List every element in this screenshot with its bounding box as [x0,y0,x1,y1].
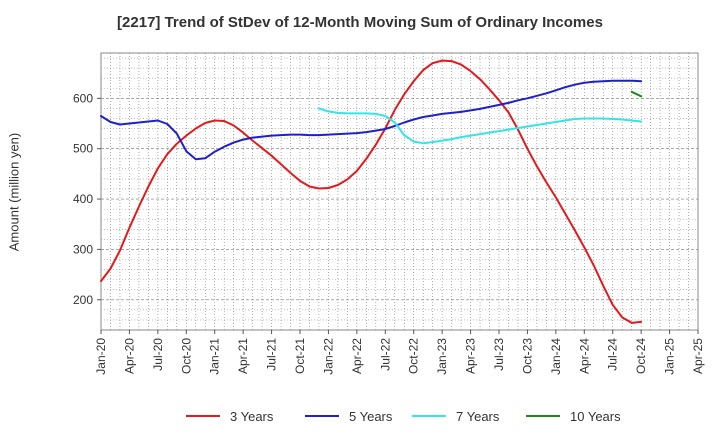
legend-swatch [305,415,339,417]
legend-swatch [186,415,220,417]
legend-label: 5 Years [349,408,393,424]
x-tick-label: Apr-25 [691,338,705,374]
x-tick-label: Jan-25 [663,338,677,375]
x-tick-label: Jul-20 [151,338,165,371]
series-line-10-years [630,90,643,98]
x-tick-label: Oct-21 [293,338,307,374]
x-tick-label: Oct-23 [520,338,534,374]
x-tick-label: Apr-20 [122,338,136,374]
legend-swatch [526,415,560,417]
x-tick-label: Apr-24 [577,338,591,374]
x-tick-label: Jul-24 [606,338,620,371]
legend-label: 10 Years [570,408,621,424]
legend-label: 7 Years [456,408,500,424]
legend-item-3-years: 3 Years [186,406,273,426]
x-tick-label: Oct-22 [407,338,421,374]
series-line-7-years [318,107,643,145]
legend-item-7-years: 7 Years [412,406,499,426]
x-tick-label: Apr-22 [350,338,364,374]
y-tick-label: 300 [73,242,93,256]
chart-legend: 3 Years 5 Years 7 Years 10 Years [0,406,720,426]
x-tick-label: Apr-21 [236,338,250,374]
x-tick-label: Jan-21 [208,338,222,375]
series-line-3-years [100,59,643,324]
legend-label: 3 Years [230,408,274,424]
x-tick-label: Jan-22 [321,338,335,375]
chart-title: [2217] Trend of StDev of 12-Month Moving… [117,14,603,31]
x-tick-label: Jul-22 [378,338,392,371]
x-tick-label: Apr-23 [464,338,478,374]
y-tick-label: 400 [73,192,93,206]
series-line-5-years [100,79,643,161]
x-tick-label: Jul-23 [492,338,506,371]
x-tick-label: Jan-20 [94,338,108,375]
y-tick-label: 500 [73,142,93,156]
y-tick-label: 600 [73,91,93,105]
x-tick-label: Jan-23 [435,338,449,375]
x-tick-label: Oct-20 [179,338,193,374]
x-tick-label: Jul-21 [265,338,279,371]
legend-item-5-years: 5 Years [305,406,392,426]
legend-item-10-years: 10 Years [526,406,621,426]
y-tick-label: 200 [73,293,93,307]
plot-area [100,52,699,331]
x-tick-label: Oct-24 [634,338,648,374]
x-tick-label: Jan-24 [549,338,563,375]
legend-swatch [412,415,446,417]
